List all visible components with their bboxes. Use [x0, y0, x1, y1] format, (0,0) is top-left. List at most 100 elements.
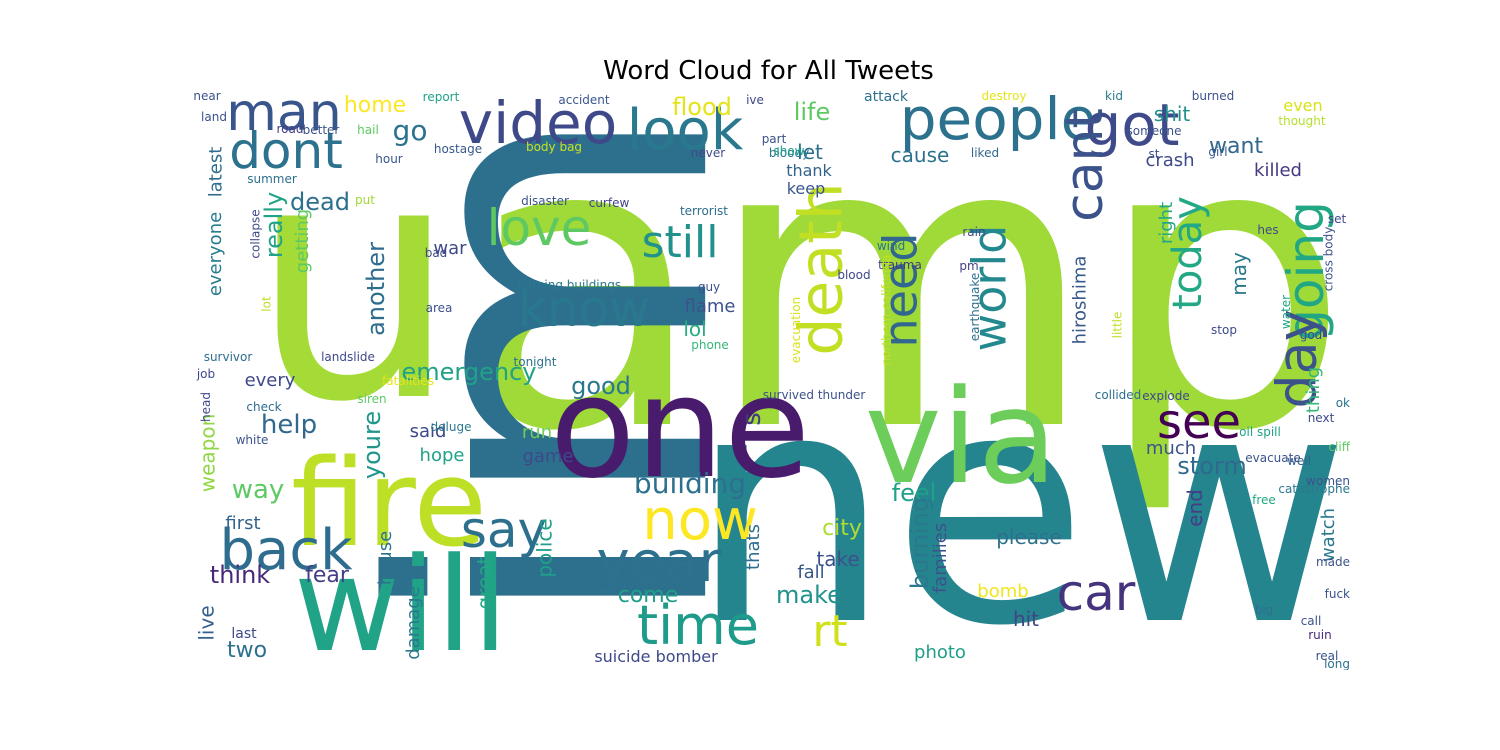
word-good: good — [571, 372, 631, 400]
word-want: want — [1208, 134, 1264, 159]
word-see: see — [1156, 394, 1242, 450]
word-thank: thank — [786, 161, 832, 180]
word-landslide: landslide — [321, 350, 375, 364]
word-report: report — [422, 90, 460, 104]
word-war: war — [433, 238, 467, 259]
word-love: love — [486, 199, 592, 257]
word-new: new — [688, 324, 1350, 670]
word-s: s — [736, 412, 767, 426]
word-one: one — [549, 347, 811, 510]
word-collapse: collapse — [248, 209, 263, 259]
word-area: area — [425, 301, 453, 315]
word-hour: hour — [375, 152, 403, 166]
word-ok: ok — [1335, 396, 1350, 410]
word-getting: getting — [291, 208, 313, 274]
word-fall: fall — [797, 562, 825, 583]
word-much: much — [1145, 438, 1197, 459]
word-never: never — [690, 146, 726, 160]
word-tonight: tonight — [513, 355, 557, 369]
word-body-bag: body bag — [525, 140, 583, 154]
word-emergency: emergency — [401, 358, 537, 386]
word-people: people — [899, 87, 1097, 153]
word-cant: cant — [1054, 108, 1115, 222]
word-time: time — [636, 594, 759, 657]
word-really: really — [259, 191, 288, 259]
word-hit: hit — [1012, 607, 1040, 631]
word-phone: phone — [691, 338, 729, 352]
word-northern-california: northern california — [878, 254, 893, 366]
word-water: water — [1278, 294, 1293, 330]
word-run: run — [521, 422, 553, 443]
word-wind: wind — [876, 239, 906, 253]
word-car: car — [1056, 564, 1136, 622]
word-fire: fire — [290, 435, 488, 574]
word-families: families — [929, 522, 951, 594]
word-suicide-bomber: suicide bomber — [594, 647, 718, 666]
word-hope: hope — [419, 445, 465, 466]
word-latest: latest — [204, 146, 226, 198]
word-said: said — [409, 421, 447, 442]
word-someone: someone — [1126, 124, 1182, 138]
word-cause: cause — [890, 143, 950, 167]
word-house: house — [375, 530, 396, 586]
word-stop: stop — [1211, 323, 1237, 337]
word-take: take — [816, 547, 860, 571]
word-photo: photo — [914, 642, 966, 663]
word-right: right — [1155, 201, 1177, 245]
word-end: end — [1182, 489, 1207, 527]
word-land: land — [201, 110, 227, 124]
word-job: job — [196, 367, 216, 381]
word-make: make — [776, 581, 842, 609]
word-lol: lol — [683, 317, 707, 341]
word-pm: pm — [959, 259, 979, 273]
word-will: will — [293, 529, 509, 670]
word-cross-body: cross body — [1320, 226, 1335, 292]
word-got: got — [1084, 91, 1180, 159]
word-year: year — [596, 530, 722, 595]
word-rain: rain — [962, 225, 986, 239]
word-fear: fear — [305, 563, 349, 588]
word-check: check — [246, 400, 282, 414]
word-terrorist: terrorist — [679, 204, 729, 218]
word-bomb: bomb — [977, 581, 1029, 602]
word-youre: youre — [357, 410, 386, 480]
word-burned: burned — [1191, 89, 1235, 103]
word-ive: ive — [746, 93, 764, 107]
word-show: show — [773, 144, 805, 158]
word-way: way — [231, 475, 285, 505]
word-hiroshima: hiroshima — [1068, 255, 1090, 345]
word-game: game — [522, 446, 574, 467]
word-real: real — [1315, 649, 1339, 663]
word-liked: liked — [970, 146, 1000, 160]
word-hostage: hostage — [433, 142, 483, 156]
word-kid: kid — [1105, 89, 1123, 103]
word-fatalities: fatalities — [382, 374, 434, 388]
word-burning: burning — [905, 496, 934, 590]
word-even: even — [1283, 96, 1323, 115]
word-free: free — [1252, 493, 1276, 507]
word-look: look — [626, 98, 744, 163]
word-dead: dead — [290, 188, 350, 216]
word-via: via — [864, 361, 1058, 513]
word-damage: damage — [402, 586, 424, 660]
word-another: another — [361, 242, 390, 336]
word-put: put — [355, 193, 375, 207]
word-survivor: survivor — [203, 350, 253, 364]
word-well: well — [1287, 454, 1311, 468]
word-think: think — [209, 561, 271, 589]
word-thats: thats — [742, 524, 764, 570]
word-hes: hes — [1257, 223, 1279, 237]
word-bad: bad — [424, 246, 448, 260]
word-fuck: fuck — [1324, 587, 1350, 601]
word-come: come — [617, 583, 679, 608]
word-video: video — [458, 89, 618, 157]
word-may: may — [1226, 252, 1251, 296]
word-know: know — [517, 280, 651, 338]
word-rt: rt — [812, 606, 848, 657]
word-curfew: curfew — [588, 196, 630, 210]
word-building: building — [633, 467, 747, 500]
word-go: go — [392, 114, 428, 147]
word-every: every — [244, 370, 296, 391]
word-little: little — [1109, 311, 1124, 339]
word-crash: crash — [1145, 150, 1195, 171]
